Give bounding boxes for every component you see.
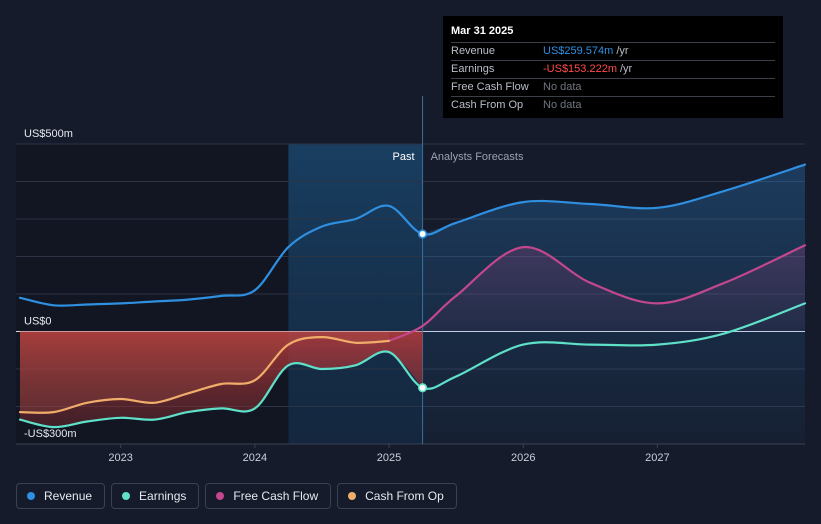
cash-from-op-area [20,331,390,413]
revenue-marker [417,229,428,239]
cash-from-op-line [18,335,391,414]
tooltip-row-unit: /yr [620,63,633,75]
legend-item-revenue[interactable]: Revenue [16,483,106,509]
legend-item-cash-from-op[interactable]: Cash From Op [337,483,457,509]
tooltip-row-name: Free Cash Flow [451,81,529,93]
tooltip-row: Revenue US$259.574m/yr [451,42,775,60]
legend-label: Revenue [44,489,93,503]
legend-dot-icon [348,492,357,500]
y-axis-label: -US$300m [24,428,77,440]
free-cash-flow-line [387,244,807,342]
legend-dot-icon [122,492,131,500]
tooltip-row-value: US$259.574m [543,45,614,57]
tooltip: Mar 31 2025 Revenue US$259.574m/yr Earning… [443,16,783,118]
x-tick-label: 2026 [511,452,535,464]
tooltip-row: Free Cash Flow No data [451,78,775,96]
y-axis-label: US$500m [24,128,73,140]
legend-dot-icon [216,492,225,500]
y-axis-label: US$0 [24,316,52,328]
tooltip-row-value: No data [543,81,582,93]
legend-dot-icon [27,492,35,500]
tooltip-date: Mar 31 2025 [451,25,514,37]
legend-label: Earnings [139,489,187,503]
forecast-label: Analysts Forecasts [431,151,524,163]
tooltip-row-value: No data [543,99,582,111]
earnings-negative-area [20,331,423,428]
tooltip-row-value: -US$153.222m [543,63,617,75]
x-tick-label: 2024 [243,452,267,464]
legend-label: Cash From Op [365,489,444,503]
legend-item-free-cash-flow[interactable]: Free Cash Flow [205,483,332,509]
tooltip-row: Cash From Op No data [451,96,775,114]
tooltip-row-unit: /yr [616,45,629,57]
earnings-line [18,302,807,429]
revenue-line [18,163,807,307]
legend: Revenue Earnings Free Cash Flow Cash From O… [16,483,457,509]
tooltip-row-name: Cash From Op [451,99,524,111]
fcf-forecast-area [389,245,805,341]
x-tick-label: 2023 [108,452,132,464]
past-label: Past [393,151,415,163]
legend-label: Free Cash Flow [233,489,319,503]
tooltip-row-name: Revenue [451,45,496,57]
tooltip-row-name: Earnings [451,63,495,75]
x-tick-label: 2025 [377,452,401,464]
x-tick-label: 2027 [645,452,669,464]
tooltip-row: Earnings -US$153.222m/yr [451,60,775,78]
earnings-marker [417,383,428,393]
legend-item-earnings[interactable]: Earnings [111,483,200,509]
